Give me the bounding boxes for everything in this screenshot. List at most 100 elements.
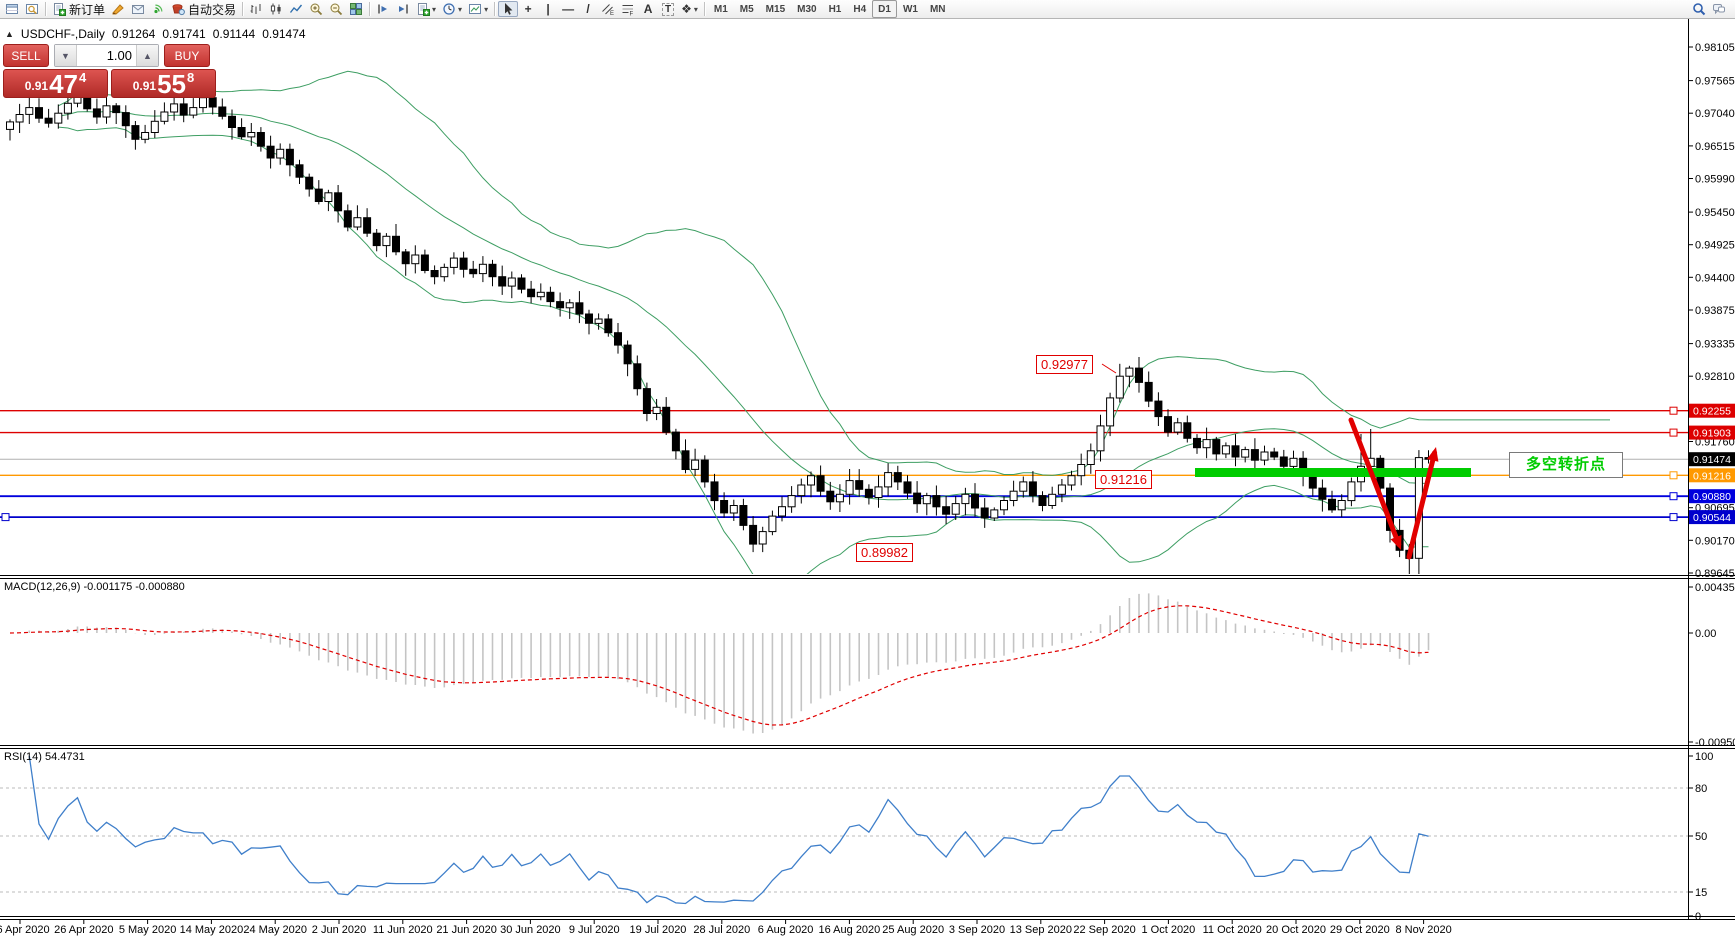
autotrade-button[interactable]: 自动交易 — [168, 1, 239, 17]
templates-button[interactable]: ▾ — [465, 1, 491, 17]
trendline-tool-button[interactable]: / — [578, 1, 598, 17]
chat-button[interactable] — [1709, 1, 1729, 17]
svg-text:30 Jun 2020: 30 Jun 2020 — [500, 924, 561, 936]
svg-text:0.90170: 0.90170 — [1695, 535, 1735, 547]
text-tool-button[interactable]: A — [638, 1, 658, 17]
price-annotation-mid[interactable]: 0.91216 — [1095, 470, 1152, 489]
svg-text:0.96515: 0.96515 — [1695, 141, 1735, 153]
svg-text:28 Jul 2020: 28 Jul 2020 — [693, 924, 750, 936]
svg-text:0.004351: 0.004351 — [1695, 582, 1735, 594]
auto-scroll-button[interactable] — [373, 1, 393, 17]
navigator-button[interactable] — [22, 1, 42, 17]
svg-text:16 Apr 2020: 16 Apr 2020 — [0, 924, 50, 936]
tile-windows-button[interactable] — [346, 1, 366, 17]
timeframe-mn-button[interactable]: MN — [929, 3, 946, 15]
zoom-out-button[interactable] — [326, 1, 346, 17]
line-handle[interactable] — [1, 513, 10, 522]
signals-button[interactable] — [148, 1, 168, 17]
zoomout-icon — [330, 3, 343, 16]
svg-text:0.95990: 0.95990 — [1695, 174, 1735, 186]
sell-button[interactable]: SELL — [3, 44, 49, 67]
new-chart-button[interactable]: ▾ — [413, 1, 439, 17]
horizontal-line-tool-button[interactable]: — — [558, 1, 578, 17]
turning-point-annotation[interactable]: 多空转折点 — [1509, 452, 1623, 478]
svg-text:5 May 2020: 5 May 2020 — [119, 924, 176, 936]
fibonacci-tool-button[interactable]: F — [618, 1, 638, 17]
arrows-tool-button[interactable]: ❖ ▾ — [678, 1, 701, 17]
line-handle[interactable] — [1669, 428, 1678, 437]
volume-decrease-button[interactable]: ▼ — [55, 45, 77, 66]
macd-pane — [9, 593, 1430, 734]
candles-icon — [270, 3, 281, 15]
line-handle[interactable] — [1669, 471, 1678, 480]
timeframe-d1-button[interactable]: D1 — [872, 0, 897, 18]
timeframe-w1-button[interactable]: W1 — [902, 3, 918, 15]
sell-quote-panel[interactable]: 0.91 47 4 — [3, 69, 108, 98]
svg-text:0.00: 0.00 — [1695, 628, 1716, 640]
chart-shift-button[interactable] — [393, 1, 413, 17]
candle-chart-type-button[interactable] — [266, 1, 286, 17]
bid-big: 47 — [49, 69, 79, 99]
timeframe-m1-button[interactable]: M1 — [713, 3, 728, 15]
mail-button[interactable] — [128, 1, 148, 17]
timeframe-m5-button[interactable]: M5 — [739, 3, 754, 15]
bucket-icon — [172, 4, 185, 16]
autoscroll-icon — [378, 4, 388, 14]
trend-arrows[interactable] — [1348, 417, 1439, 560]
turning-zone-bar[interactable] — [1195, 468, 1471, 477]
channel-tool-button[interactable]: E — [598, 1, 618, 17]
svg-text:14 May 2020: 14 May 2020 — [180, 924, 244, 936]
vertical-line-tool-button[interactable]: | — [538, 1, 558, 17]
buy-button[interactable]: BUY — [164, 44, 210, 67]
price-annotation-high[interactable]: 0.92977 — [1036, 355, 1093, 374]
horizontal-level-lines[interactable] — [0, 406, 1688, 522]
timeframe-h1-button[interactable]: H1 — [828, 3, 842, 15]
line-chart-type-button[interactable] — [286, 1, 306, 17]
price-annotation-low[interactable]: 0.89982 — [856, 543, 913, 562]
date-axis: 16 Apr 2020 26 Apr 2020 5 May 2020 14 May 2… — [0, 920, 1452, 936]
line-handle[interactable] — [1669, 513, 1678, 522]
search-button[interactable] — [1689, 1, 1709, 17]
toolbar-separator — [703, 2, 705, 16]
rsi-indicator-label: RSI(14) 54.4731 — [4, 751, 85, 763]
text-label-tool-button[interactable]: T — [658, 1, 678, 17]
timeframe-m15-button[interactable]: M15 — [765, 3, 786, 15]
svg-text:-0.009504: -0.009504 — [1695, 737, 1735, 749]
market-watch-button[interactable] — [2, 1, 22, 17]
navigator-icon — [26, 4, 38, 15]
svg-text:8 Nov 2020: 8 Nov 2020 — [1395, 924, 1451, 936]
svg-text:0.98105: 0.98105 — [1695, 42, 1735, 54]
bar-chart-type-button[interactable] — [246, 1, 266, 17]
new-order-button[interactable]: 新订单 — [49, 1, 108, 17]
svg-text:29 Oct 2020: 29 Oct 2020 — [1330, 924, 1390, 936]
svg-text:11 Jun 2020: 11 Jun 2020 — [373, 924, 433, 936]
svg-text:0.91216: 0.91216 — [1693, 470, 1731, 482]
svg-text:16 Aug 2020: 16 Aug 2020 — [819, 924, 881, 936]
svg-text:9 Jul 2020: 9 Jul 2020 — [569, 924, 620, 936]
styler-button[interactable] — [108, 1, 128, 17]
one-click-collapse-icon[interactable]: ▲ — [5, 29, 14, 39]
volume-group: ▼ 1.00 ▲ — [54, 44, 159, 67]
svg-text:0.94925: 0.94925 — [1695, 240, 1735, 252]
crosshair-tool-button[interactable]: + — [518, 1, 538, 17]
svg-text:3 Sep 2020: 3 Sep 2020 — [949, 924, 1005, 936]
line-handle[interactable] — [1669, 492, 1678, 501]
main-toolbar: 新订单 自动交易 ▾ ▾ ▾ + | — / E F A T ❖ ▾ M1 M5 M15 M30 H1 H4 D1 W1 MN — [0, 0, 1735, 19]
buy-quote-panel[interactable]: 0.91 55 8 — [111, 69, 216, 98]
svg-text:0.91474: 0.91474 — [1693, 454, 1731, 466]
volume-input[interactable]: 1.00 — [106, 48, 132, 63]
timeframe-h4-button[interactable]: H4 — [853, 3, 867, 15]
svg-text:21 Jun 2020: 21 Jun 2020 — [436, 924, 497, 936]
candles — [6, 83, 1433, 574]
periodicity-button[interactable]: ▾ — [439, 1, 465, 17]
line-handle[interactable] — [1669, 406, 1678, 415]
svg-text:26 Apr 2020: 26 Apr 2020 — [54, 924, 113, 936]
template-icon — [469, 4, 482, 14]
volume-increase-button[interactable]: ▲ — [136, 45, 158, 66]
cursor-tool-button[interactable] — [498, 1, 519, 17]
text-tool-icon: A — [643, 2, 653, 16]
timeframe-m30-button[interactable]: M30 — [797, 3, 817, 15]
chartshift-icon — [399, 4, 408, 14]
zoom-in-button[interactable] — [306, 1, 326, 17]
